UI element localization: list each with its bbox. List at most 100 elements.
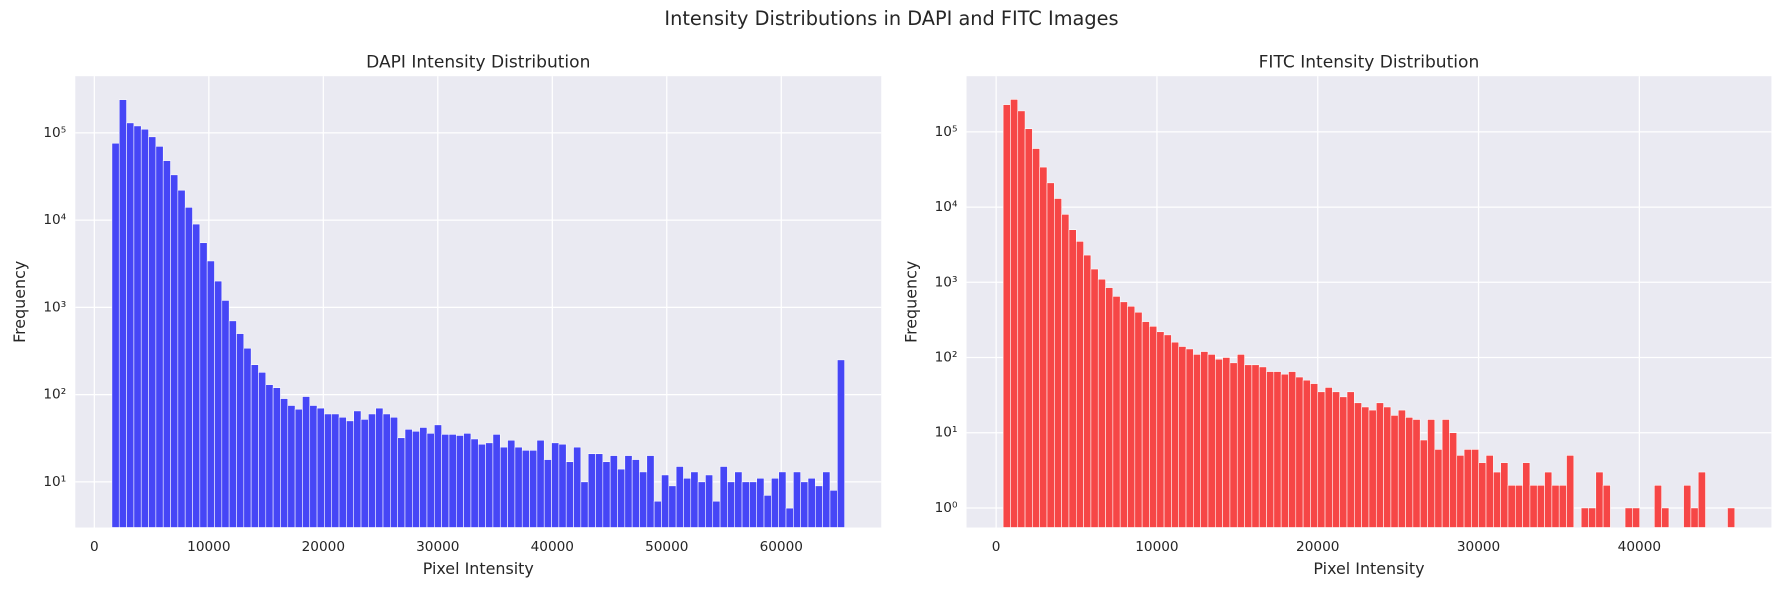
axes-title: DAPI Intensity Distribution xyxy=(366,53,590,73)
bar xyxy=(785,507,794,528)
x-tick-label: 30000 xyxy=(416,539,459,555)
bar xyxy=(712,500,721,528)
bar xyxy=(1288,371,1297,528)
y-tick-label: 10³ xyxy=(935,274,958,290)
bar xyxy=(558,443,567,528)
bar xyxy=(1536,485,1545,528)
bar xyxy=(1507,485,1516,528)
bar xyxy=(1463,449,1472,528)
bar xyxy=(1522,462,1531,528)
bar xyxy=(763,495,772,528)
bar xyxy=(148,136,157,528)
bar xyxy=(529,450,538,528)
bar xyxy=(1295,376,1304,528)
bar xyxy=(272,387,281,528)
x-axis-label: Pixel Intensity xyxy=(1313,559,1424,578)
bar xyxy=(1251,364,1260,528)
bar xyxy=(602,461,611,528)
bar xyxy=(1119,301,1128,528)
bar xyxy=(1697,471,1706,528)
bar xyxy=(324,413,333,528)
x-tick-label: 60000 xyxy=(760,539,803,555)
bar xyxy=(441,434,450,528)
bar xyxy=(477,443,486,528)
bar xyxy=(199,242,208,528)
bar xyxy=(1105,287,1114,528)
bar xyxy=(206,260,215,528)
bar xyxy=(492,434,501,528)
bar xyxy=(683,477,692,528)
bar xyxy=(771,477,779,528)
bar xyxy=(1185,348,1194,528)
bar xyxy=(1493,471,1501,528)
bar xyxy=(463,433,472,528)
bar xyxy=(580,481,589,528)
y-axis-label: Frequency xyxy=(901,261,920,343)
bar xyxy=(1112,296,1121,528)
bar xyxy=(1127,305,1136,528)
bar xyxy=(456,435,464,528)
bar xyxy=(1090,268,1099,528)
bar xyxy=(1390,415,1399,528)
bar xyxy=(822,471,831,528)
bar xyxy=(133,125,142,528)
bar xyxy=(1588,507,1597,528)
bar xyxy=(412,430,420,528)
bar xyxy=(499,446,508,528)
bar xyxy=(470,438,479,528)
y-axis-label: Frequency xyxy=(10,261,29,343)
bar xyxy=(1368,409,1377,528)
bar xyxy=(1654,485,1662,528)
bar xyxy=(587,453,596,528)
bar xyxy=(265,384,274,528)
bar xyxy=(1280,373,1289,528)
bar xyxy=(675,466,684,528)
bar xyxy=(375,407,384,528)
bar xyxy=(1427,419,1436,528)
y-tick-label: 10² xyxy=(935,350,958,366)
bar xyxy=(1017,110,1026,528)
bar xyxy=(1632,507,1640,528)
bar xyxy=(1580,507,1589,528)
bar xyxy=(1354,402,1362,528)
bar xyxy=(243,347,252,528)
bar xyxy=(346,420,354,528)
bar xyxy=(140,128,149,528)
bar xyxy=(1544,471,1553,528)
bar xyxy=(1236,354,1245,528)
bar xyxy=(1346,391,1355,528)
bar xyxy=(624,455,633,528)
bar xyxy=(192,223,201,528)
bar xyxy=(1690,507,1699,528)
y-tick-label: 10¹ xyxy=(935,425,958,441)
bar xyxy=(609,455,618,528)
bar xyxy=(1222,357,1231,528)
bar xyxy=(507,439,516,528)
bar xyxy=(1171,341,1180,528)
bar xyxy=(302,396,311,528)
bar xyxy=(807,477,816,528)
bar xyxy=(126,122,135,528)
bar xyxy=(236,333,245,528)
y-tick-label: 10⁴ xyxy=(43,212,66,228)
y-tick-label: 10⁰ xyxy=(935,500,958,516)
figure-title: Intensity Distributions in DAPI and FITC… xyxy=(664,7,1118,30)
bar xyxy=(1500,462,1509,528)
bar xyxy=(734,471,743,528)
bar xyxy=(258,372,267,528)
bar xyxy=(521,450,530,528)
bar xyxy=(661,474,670,528)
x-tick-label: 40000 xyxy=(531,539,574,555)
bar xyxy=(1054,198,1062,528)
bar xyxy=(1727,507,1736,528)
bar xyxy=(815,485,823,528)
bar xyxy=(1310,383,1319,528)
bar xyxy=(778,471,787,528)
x-tick-label: 50000 xyxy=(645,539,688,555)
bar xyxy=(1032,148,1040,528)
bar xyxy=(756,477,765,528)
bar xyxy=(1558,485,1567,528)
y-tick-label: 10¹ xyxy=(43,474,66,490)
